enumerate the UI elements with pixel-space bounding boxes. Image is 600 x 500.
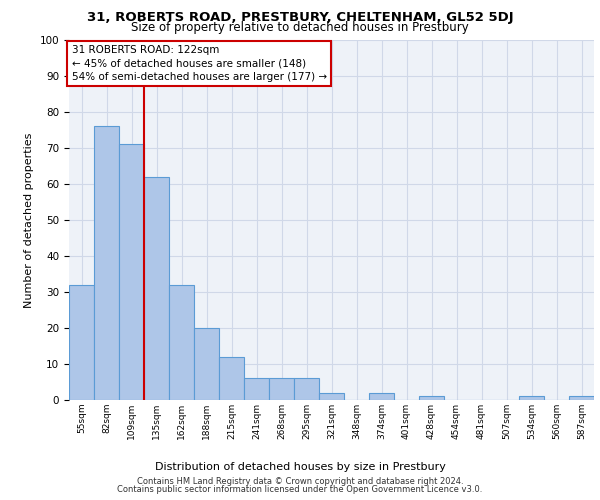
- Text: Distribution of detached houses by size in Prestbury: Distribution of detached houses by size …: [155, 462, 445, 472]
- Text: Contains HM Land Registry data © Crown copyright and database right 2024.: Contains HM Land Registry data © Crown c…: [137, 477, 463, 486]
- Bar: [519, 396, 544, 400]
- Bar: [219, 357, 244, 400]
- Text: Contains public sector information licensed under the Open Government Licence v3: Contains public sector information licen…: [118, 485, 482, 494]
- Bar: [119, 144, 144, 400]
- Bar: [294, 378, 319, 400]
- Bar: [144, 177, 169, 400]
- Bar: [369, 393, 394, 400]
- Bar: [319, 393, 344, 400]
- Bar: [169, 285, 194, 400]
- Text: Size of property relative to detached houses in Prestbury: Size of property relative to detached ho…: [131, 22, 469, 35]
- Bar: [194, 328, 219, 400]
- Text: 31 ROBERTS ROAD: 122sqm
← 45% of detached houses are smaller (148)
54% of semi-d: 31 ROBERTS ROAD: 122sqm ← 45% of detache…: [71, 46, 327, 82]
- Bar: [269, 378, 294, 400]
- Bar: [419, 396, 444, 400]
- Text: 31, ROBERTS ROAD, PRESTBURY, CHELTENHAM, GL52 5DJ: 31, ROBERTS ROAD, PRESTBURY, CHELTENHAM,…: [86, 12, 514, 24]
- Bar: [569, 396, 594, 400]
- Bar: [244, 378, 269, 400]
- Bar: [69, 285, 94, 400]
- Y-axis label: Number of detached properties: Number of detached properties: [24, 132, 34, 308]
- Bar: [94, 126, 119, 400]
